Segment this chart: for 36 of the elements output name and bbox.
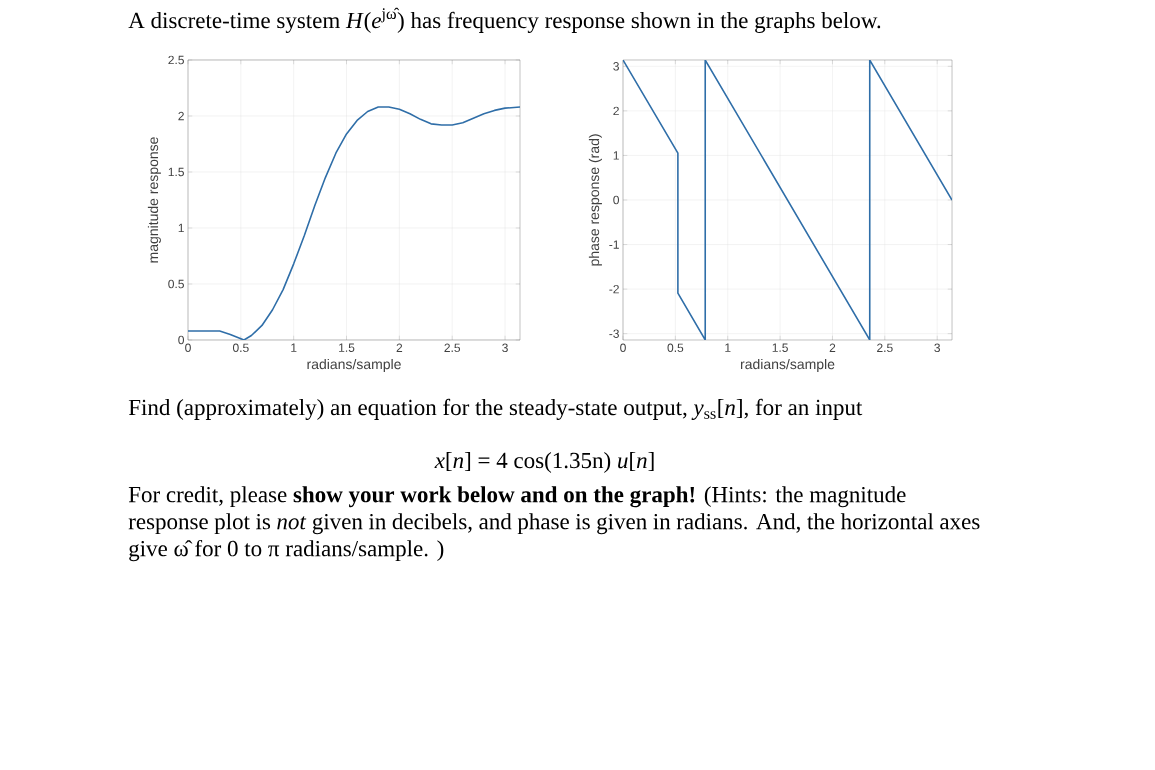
x-axis-title: radians/sample xyxy=(740,358,835,372)
y-tick-label: 2 xyxy=(178,111,184,121)
x-tick-label: 1 xyxy=(725,343,731,352)
line-series xyxy=(623,59,953,340)
x-axis-title: radians/sample xyxy=(307,358,401,372)
text: Find (approximately) an equation for the steady-state output, y$_{ss}$[n], for an input xyxy=(128,398,863,420)
x-tick-label: 3 xyxy=(934,343,940,353)
x-tick-label: 2 xyxy=(396,343,403,352)
x-tick-label: 0 xyxy=(620,343,626,353)
text: x[n] = 4 cos(1.35n) u[n] xyxy=(434,452,654,473)
y-tick-label: 1 xyxy=(613,151,619,160)
y-tick-label: -3 xyxy=(609,329,619,338)
x-tick-label: 1 xyxy=(291,343,297,352)
x-tick-label: 1.5 xyxy=(772,343,788,352)
y-tick-label: 2 xyxy=(613,106,619,116)
x-tick-label: 0.5 xyxy=(232,343,249,353)
y-tick-label: -2 xyxy=(609,284,619,294)
y-tick-label: 2.5 xyxy=(168,55,184,65)
chart-title: A discrete-time system H(e$^{jω̂}$) has frequency response shown in the graphs below. xyxy=(128,7,881,33)
x-tick-label: 0.5 xyxy=(667,343,684,353)
y-tick-label: 0.5 xyxy=(168,279,184,289)
text: For credit, please show your work below and on the graph! (Hints: the magnitude response plot is not given in decibels, and phase is given in radians. And, the horizontal axes give ω̂ for 0 to π radians/sample. ) xyxy=(128,486,980,562)
y-tick-label: 3 xyxy=(613,62,619,71)
y-tick-label: 1.5 xyxy=(168,167,184,177)
y-tick-label: -1 xyxy=(609,240,619,249)
x-tick-label: 2.5 xyxy=(877,343,893,353)
x-tick-label: 2.5 xyxy=(444,343,461,353)
y-tick-label: 0 xyxy=(178,335,185,345)
y-axis-title: phase response (rad) xyxy=(588,134,602,266)
x-tick-label: 0 xyxy=(185,343,191,353)
x-tick-label: 2 xyxy=(829,343,836,352)
x-tick-label: 1.5 xyxy=(339,343,355,352)
y-tick-label: 0 xyxy=(613,195,620,205)
y-tick-label: 1 xyxy=(178,223,184,233)
x-tick-label: 3 xyxy=(502,343,508,353)
y-axis-title: magnitude response xyxy=(147,137,161,263)
